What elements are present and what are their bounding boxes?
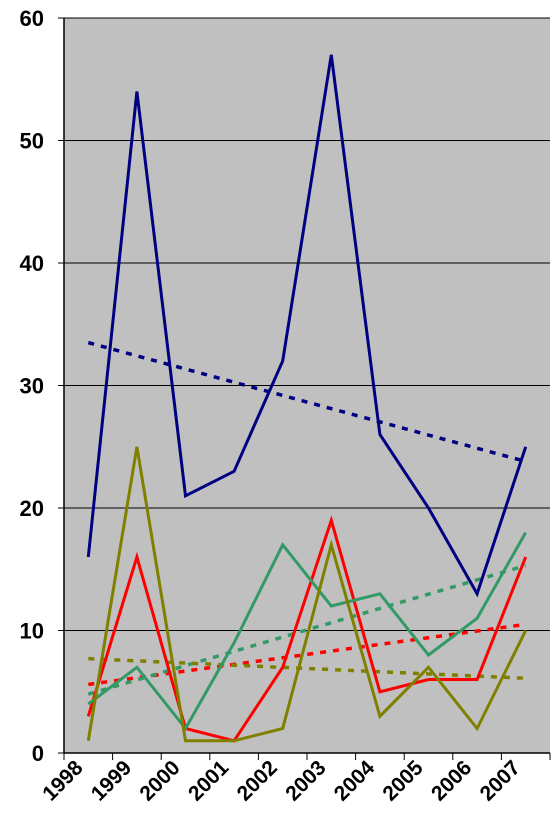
trendline-2 <box>88 622 526 687</box>
x-tick-label-2000: 2000 <box>135 756 184 805</box>
series-line-3 <box>87 531 528 732</box>
x-tick-label-2007: 2007 <box>476 756 525 805</box>
x-tick-label-2006: 2006 <box>427 756 476 805</box>
x-tick-label-2005: 2005 <box>378 756 428 806</box>
x-tick-label-2003: 2003 <box>281 756 330 805</box>
trendline-4 <box>88 656 526 681</box>
x-tick-label-2002: 2002 <box>233 756 282 805</box>
y-tick-label-10: 10 <box>20 619 44 644</box>
trendline-3 <box>87 563 527 696</box>
series-line-1 <box>86 54 528 598</box>
axes <box>63 18 551 760</box>
trendlines <box>87 340 527 696</box>
series-line-2 <box>86 515 528 743</box>
x-tick-label-1998: 1998 <box>38 756 88 806</box>
gridlines <box>58 17 550 754</box>
series-lines <box>86 54 528 743</box>
x-tick-labels: 1998 1999 2000 2001 2002 2003 2004 2005 2006 2007 <box>38 756 525 806</box>
y-tick-label-40: 40 <box>20 251 44 276</box>
y-tick-label-0: 0 <box>32 741 44 766</box>
series-line-4 <box>86 446 528 743</box>
y-tick-label-60: 60 <box>20 6 44 31</box>
y-tick-label-20: 20 <box>20 496 44 521</box>
x-tick-label-2004: 2004 <box>330 756 380 806</box>
x-tick-label-1999: 1999 <box>87 756 136 805</box>
y-tick-label-50: 50 <box>20 129 44 154</box>
y-tick-label-30: 30 <box>20 374 44 399</box>
x-tick-label-2001: 2001 <box>184 756 234 806</box>
y-tick-labels: 0 10 20 30 40 50 60 <box>20 6 44 766</box>
trendline-1 <box>87 340 527 464</box>
